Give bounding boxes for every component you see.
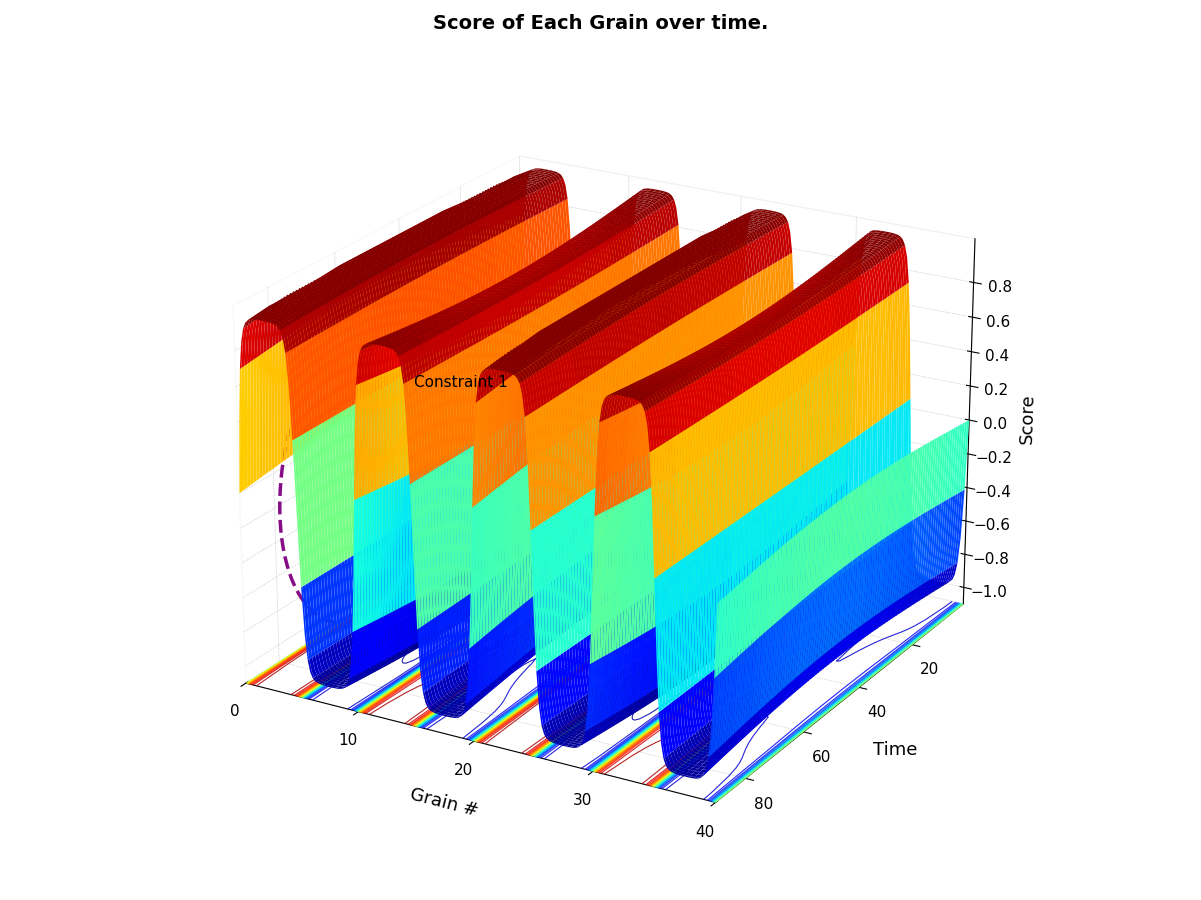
Y-axis label: Time: Time <box>873 741 918 759</box>
X-axis label: Grain #: Grain # <box>407 786 479 820</box>
Title: Score of Each Grain over time.: Score of Each Grain over time. <box>432 14 769 33</box>
